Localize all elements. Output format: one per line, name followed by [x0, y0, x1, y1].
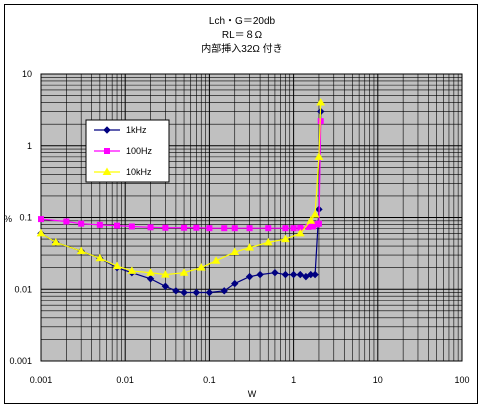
- legend: 1kHz 100Hz 10kHz: [85, 119, 170, 183]
- data-point: [316, 98, 326, 106]
- x-tick-label: 10: [373, 375, 383, 385]
- data-point: [245, 272, 254, 281]
- data-point: [146, 268, 155, 276]
- data-point: [128, 223, 135, 230]
- data-point: [306, 216, 316, 224]
- legend-label: 100Hz: [126, 146, 153, 156]
- y-tick-label: 0.001: [9, 356, 32, 366]
- data-point: [112, 261, 122, 270]
- data-point: [231, 225, 238, 232]
- data-point: [172, 287, 180, 295]
- data-point: [282, 225, 289, 232]
- data-point: [95, 253, 105, 262]
- chart-title-line-1: Lch・G＝20db: [209, 16, 276, 27]
- data-point: [295, 228, 305, 237]
- data-point: [127, 266, 137, 274]
- data-point: [302, 272, 310, 281]
- data-point: [193, 224, 200, 231]
- y-tick-label: 10: [22, 69, 32, 79]
- data-point: [246, 225, 253, 232]
- x-tick-labels: 0.001 0.01 0.1 1 10 100: [30, 375, 470, 385]
- chart-title-line-3: 内部挿入32Ω 付き: [201, 42, 282, 55]
- data-point: [96, 221, 103, 228]
- grid-lines: [41, 74, 462, 361]
- data-point: [230, 247, 240, 256]
- x-tick-label: 0.1: [203, 375, 216, 385]
- data-point: [161, 270, 170, 278]
- x-tick-label: 0.01: [116, 375, 134, 385]
- y-tick-label: 1: [27, 141, 32, 151]
- data-point: [245, 243, 254, 251]
- data-point: [311, 270, 319, 279]
- data-point: [314, 152, 324, 160]
- data-point: [192, 288, 201, 297]
- data-point: [114, 222, 121, 229]
- data-point: [162, 224, 169, 231]
- legend-marker: [103, 126, 111, 134]
- data-point: [206, 225, 213, 232]
- data-point: [256, 270, 264, 279]
- data-point: [179, 268, 189, 276]
- data-point: [220, 287, 228, 295]
- data-point: [38, 216, 44, 223]
- data-point: [196, 263, 206, 271]
- x-tick-label: 1: [291, 375, 296, 385]
- data-point: [281, 270, 290, 279]
- data-point: [265, 225, 272, 232]
- data-point: [76, 246, 86, 255]
- series-layer: [36, 98, 326, 297]
- y-axis-label: %: [4, 214, 12, 224]
- data-point: [36, 228, 46, 237]
- chart-title-line-2: RL＝８Ω: [222, 30, 263, 41]
- legend-marker: [104, 148, 110, 154]
- data-point: [147, 224, 154, 231]
- y-tick-label: 0.01: [14, 284, 32, 294]
- data-point: [296, 270, 304, 279]
- data-point: [263, 237, 273, 246]
- x-tick-label: 0.001: [30, 375, 53, 385]
- data-point: [181, 224, 188, 231]
- data-point: [180, 288, 188, 297]
- y-tick-labels: 0.001 0.01 0.1 1 10: [9, 69, 32, 366]
- data-point: [271, 269, 279, 277]
- legend-label: 1kHz: [126, 125, 147, 135]
- data-point: [63, 218, 70, 225]
- data-point: [205, 288, 214, 297]
- data-point: [281, 234, 290, 243]
- legend-marker: [102, 167, 112, 175]
- series-1khz: [37, 107, 325, 297]
- data-point: [51, 237, 61, 246]
- data-point: [221, 225, 228, 232]
- x-tick-label: 100: [454, 375, 469, 385]
- data-point: [289, 270, 298, 279]
- y-tick-label: 0.1: [19, 213, 32, 223]
- data-point: [310, 210, 320, 218]
- data-point: [231, 279, 239, 288]
- data-point: [290, 225, 297, 232]
- x-axis-label: W: [248, 389, 257, 399]
- legend-label: 10kHz: [126, 167, 152, 177]
- series-100hz: [38, 118, 324, 232]
- series-10khz: [36, 98, 326, 278]
- data-point: [161, 282, 170, 290]
- data-point: [78, 220, 85, 227]
- data-point: [315, 220, 322, 227]
- data-point: [211, 256, 221, 264]
- data-point: [146, 275, 155, 283]
